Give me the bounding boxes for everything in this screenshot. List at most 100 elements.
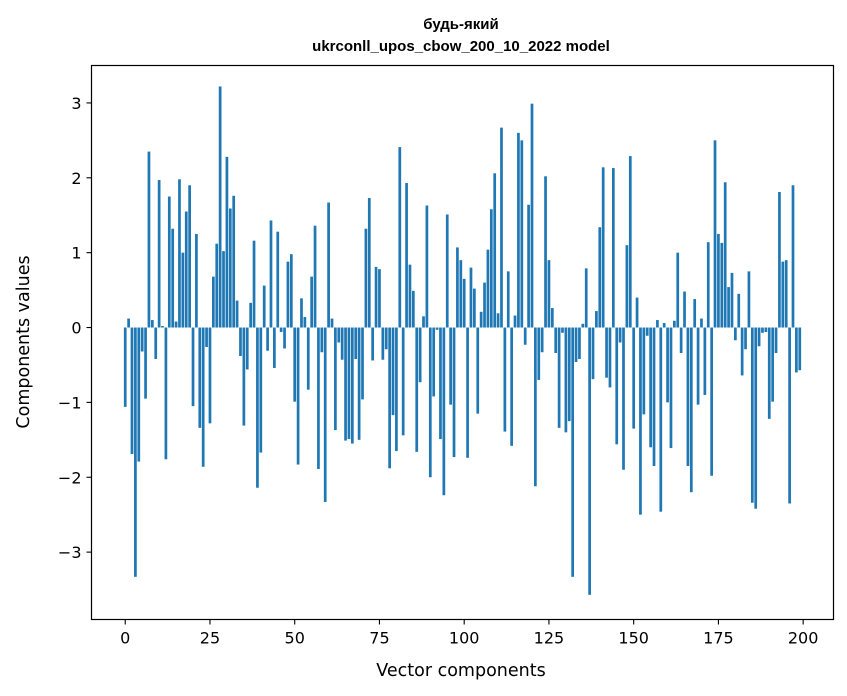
bar (727, 287, 730, 328)
bar (456, 247, 459, 328)
bar (598, 227, 602, 328)
bar (184, 211, 188, 328)
bar (327, 202, 330, 328)
bar (279, 327, 283, 333)
bar (798, 327, 802, 371)
bar (354, 327, 358, 359)
bar (605, 327, 608, 378)
bar (212, 276, 215, 328)
y-axis: −3 −2 −1 0 1 2 3 (58, 94, 92, 562)
bar (750, 327, 754, 503)
x-tick-label: 100 (449, 629, 480, 648)
bar (323, 327, 327, 502)
bar (144, 327, 147, 399)
bar (367, 198, 371, 328)
bar (564, 327, 568, 433)
bar (659, 327, 663, 512)
bar (669, 327, 673, 449)
bar (191, 327, 195, 407)
bar (242, 327, 246, 426)
bar (523, 327, 527, 345)
bar (286, 261, 290, 328)
bar (347, 327, 351, 440)
bar (313, 225, 317, 328)
bar (781, 261, 785, 328)
x-tick-label: 75 (369, 629, 389, 648)
bar (273, 327, 276, 368)
bar (656, 320, 659, 328)
bar (500, 127, 503, 328)
bar (171, 228, 175, 328)
bar (357, 327, 361, 440)
bar (611, 168, 615, 328)
bar (628, 156, 632, 328)
bar (757, 327, 761, 347)
x-axis: 0 25 50 75 100 125 150 175 200 (120, 619, 818, 648)
bar (703, 327, 707, 395)
bar (378, 269, 381, 328)
bar (795, 327, 798, 373)
bar (303, 317, 307, 328)
bar (157, 180, 161, 328)
bar (584, 268, 588, 328)
bar (625, 245, 629, 328)
bar (689, 327, 693, 493)
bar (425, 205, 429, 328)
bar (293, 327, 297, 402)
bar (567, 327, 571, 422)
bar (534, 327, 537, 487)
bar (520, 140, 524, 328)
bar (493, 173, 497, 328)
bar (391, 327, 395, 416)
bar (693, 299, 697, 328)
bar (198, 327, 202, 428)
bar (595, 311, 598, 328)
bar (483, 282, 486, 328)
bar (415, 327, 419, 452)
x-tick-label: 175 (703, 629, 734, 648)
bar (449, 327, 452, 405)
bar (228, 208, 232, 328)
bar (754, 327, 758, 509)
bar (740, 327, 744, 376)
bar (374, 266, 378, 328)
bar (764, 327, 768, 333)
y-tick-label: −2 (58, 468, 82, 487)
bar (744, 327, 747, 350)
bar (550, 308, 554, 328)
bar (205, 327, 208, 347)
y-tick-label: −1 (58, 393, 82, 412)
bar (344, 327, 347, 441)
bar (588, 327, 591, 595)
bar (720, 242, 724, 328)
bar (778, 192, 781, 328)
bar (147, 151, 151, 328)
x-tick-label: 150 (618, 629, 649, 648)
bar (673, 320, 676, 328)
bar (398, 147, 402, 328)
bar (201, 327, 205, 467)
bar (530, 103, 534, 328)
bar (784, 260, 788, 328)
y-tick-label: 3 (71, 94, 81, 113)
bar (645, 327, 649, 336)
bar (466, 327, 469, 458)
bar (174, 321, 178, 328)
bar (635, 297, 639, 328)
bar (730, 272, 734, 328)
bar (486, 249, 490, 328)
bar (130, 327, 134, 455)
bar (771, 327, 775, 402)
bar (791, 185, 795, 328)
bar (734, 327, 737, 341)
bar (428, 327, 432, 478)
bar (408, 264, 412, 328)
bar (547, 260, 551, 328)
bar (696, 327, 700, 405)
bar (300, 298, 303, 328)
bar (188, 185, 191, 328)
bar (439, 327, 442, 440)
bar (652, 327, 656, 467)
bar (618, 327, 622, 343)
